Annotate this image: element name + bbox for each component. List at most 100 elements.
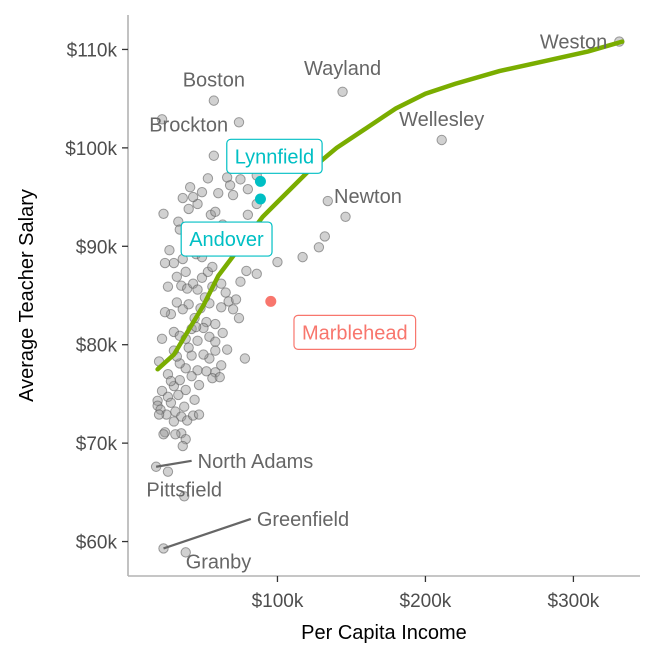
data-point bbox=[208, 150, 220, 161]
data-point bbox=[201, 366, 212, 377]
data-point bbox=[337, 86, 348, 97]
data-point bbox=[297, 251, 308, 263]
data-point bbox=[239, 353, 251, 364]
data-point bbox=[164, 245, 175, 256]
data-point bbox=[319, 231, 331, 242]
point-label: Wayland bbox=[304, 58, 381, 80]
data-point bbox=[165, 309, 177, 320]
data-point bbox=[187, 191, 199, 203]
points-layer bbox=[150, 36, 625, 558]
axis-ticks: $60k $70k $80k $90k $100k $110k $100k $200k $300… bbox=[65, 40, 600, 612]
data-point bbox=[202, 173, 214, 184]
boxed-labels: Lynnfield Andover Marblehead bbox=[180, 138, 417, 351]
data-point bbox=[204, 353, 215, 364]
data-point bbox=[176, 280, 187, 291]
data-point bbox=[272, 256, 283, 268]
data-point bbox=[176, 411, 187, 422]
data-point bbox=[171, 297, 183, 308]
data-point bbox=[186, 371, 197, 382]
data-point bbox=[179, 401, 190, 412]
point-label: Wellesley bbox=[399, 109, 484, 131]
data-point bbox=[162, 281, 174, 292]
data-point bbox=[216, 360, 227, 371]
data-point bbox=[313, 242, 325, 253]
data-point bbox=[153, 409, 165, 420]
data-point bbox=[162, 466, 174, 477]
data-point bbox=[180, 384, 191, 396]
data-point bbox=[221, 344, 233, 355]
data-point bbox=[156, 114, 168, 125]
data-point bbox=[340, 211, 351, 222]
data-point bbox=[177, 192, 188, 204]
data-point bbox=[213, 187, 224, 199]
leader-line bbox=[155, 459, 192, 468]
boxed-label: Andover bbox=[180, 221, 273, 257]
data-point bbox=[168, 257, 180, 269]
data-point bbox=[224, 180, 236, 191]
data-point bbox=[158, 429, 169, 440]
x-tick-label: $100k bbox=[252, 591, 304, 612]
boxed-label-frame bbox=[226, 138, 323, 174]
data-point bbox=[230, 294, 242, 305]
data-point bbox=[217, 327, 228, 339]
data-point bbox=[214, 371, 225, 383]
data-point bbox=[165, 375, 177, 387]
y-tick-label: $60k bbox=[76, 533, 118, 554]
data-point bbox=[207, 261, 218, 273]
highlight-point bbox=[265, 295, 277, 307]
data-point bbox=[162, 391, 174, 403]
data-point bbox=[192, 335, 203, 346]
data-point bbox=[233, 312, 245, 324]
y-tick-label: $80k bbox=[76, 336, 118, 357]
data-point bbox=[168, 326, 180, 338]
data-point bbox=[159, 257, 171, 269]
data-point bbox=[170, 429, 181, 440]
y-tick-label: $70k bbox=[76, 434, 118, 455]
data-point bbox=[207, 372, 218, 384]
data-point bbox=[227, 304, 239, 315]
x-tick-label: $300k bbox=[548, 591, 600, 612]
data-point bbox=[198, 322, 209, 334]
data-point bbox=[183, 342, 194, 353]
y-tick-label: $90k bbox=[76, 237, 118, 258]
data-point bbox=[227, 189, 239, 201]
data-point bbox=[159, 307, 171, 318]
y-tick-label: $100k bbox=[65, 139, 117, 160]
boxed-label-text: Marblehead bbox=[302, 322, 408, 344]
boxed-label: Marblehead bbox=[293, 314, 417, 351]
data-point bbox=[174, 374, 185, 386]
data-point bbox=[216, 302, 227, 313]
data-point bbox=[201, 316, 212, 328]
data-point bbox=[208, 95, 220, 106]
x-tick-label: $200k bbox=[400, 591, 452, 612]
data-point bbox=[158, 208, 169, 220]
data-point bbox=[235, 276, 246, 287]
leader-lines bbox=[155, 459, 252, 550]
data-point bbox=[192, 284, 203, 295]
data-point bbox=[165, 397, 177, 408]
data-point bbox=[220, 287, 231, 298]
boxed-label-frame bbox=[180, 221, 273, 257]
axes bbox=[127, 15, 640, 577]
data-point bbox=[156, 333, 168, 345]
data-point bbox=[235, 174, 246, 185]
highlight-point bbox=[254, 175, 266, 187]
data-point bbox=[241, 265, 252, 277]
data-point bbox=[436, 134, 447, 146]
data-point bbox=[193, 379, 205, 391]
data-point bbox=[242, 184, 254, 195]
leader-line bbox=[163, 517, 252, 550]
highlight-point bbox=[254, 193, 266, 205]
point-label: North Adams bbox=[198, 451, 314, 473]
data-point bbox=[251, 268, 262, 280]
point-label: Newton bbox=[334, 186, 402, 208]
point-label: Weston bbox=[540, 32, 607, 54]
y-axis-title: Average Teacher Salary bbox=[16, 189, 38, 402]
data-point bbox=[242, 209, 254, 220]
data-point bbox=[168, 416, 180, 427]
data-point bbox=[177, 304, 188, 315]
data-point bbox=[210, 336, 221, 347]
data-point bbox=[210, 318, 221, 330]
point-label: Granby bbox=[186, 551, 252, 573]
